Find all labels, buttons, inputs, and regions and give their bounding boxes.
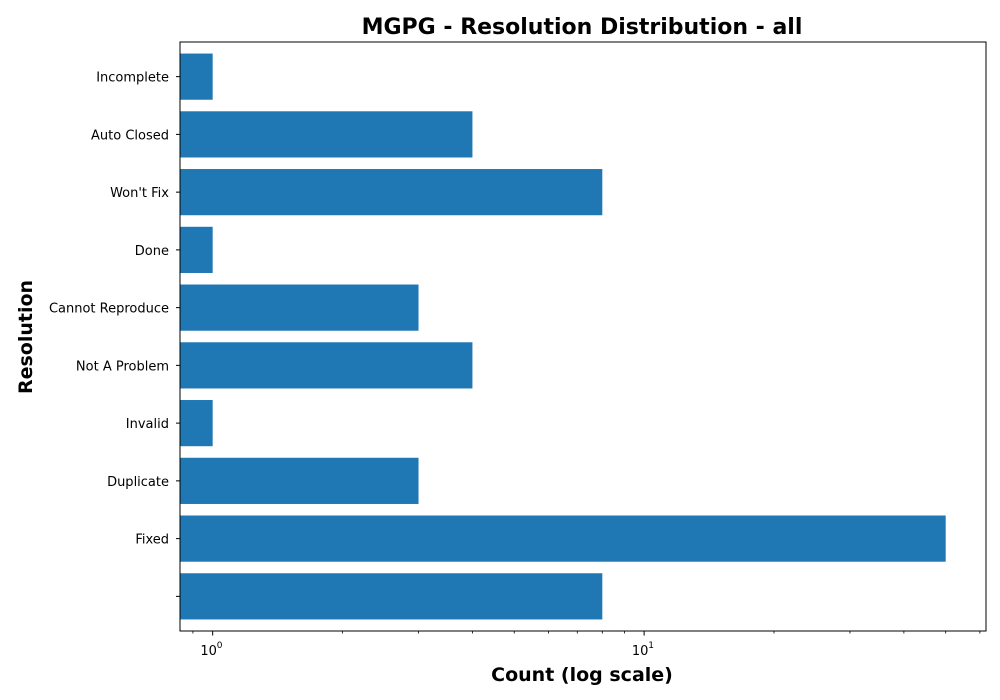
bar	[180, 53, 213, 100]
y-tick-label: Duplicate	[107, 475, 169, 490]
x-tick-exponent: 0	[217, 641, 223, 651]
bar	[180, 284, 419, 331]
bar	[180, 169, 603, 216]
y-tick-label: Won't Fix	[110, 186, 169, 201]
y-ticks-group: Fixed Duplicate Invalid Not A Problem Cannot…	[49, 71, 180, 597]
bar	[180, 226, 213, 273]
y-tick-label: Invalid	[126, 417, 169, 432]
bar	[180, 400, 213, 447]
chart-title: MGPG - Resolution Distribution - all	[362, 15, 803, 40]
bar	[180, 515, 946, 562]
y-tick-label: Not A Problem	[76, 359, 169, 374]
x-tick-label: 10	[200, 644, 217, 659]
bar	[180, 573, 603, 620]
y-tick-label: Incomplete	[96, 71, 169, 86]
bar	[180, 457, 419, 504]
x-tick-label: 10	[632, 644, 649, 659]
x-tick-exponent: 1	[648, 641, 654, 651]
bars-group	[180, 53, 946, 620]
x-ticks-group: 10 0 10 1	[192, 631, 981, 659]
y-tick-label: Fixed	[135, 533, 169, 548]
bar	[180, 111, 473, 158]
x-axis-label: Count (log scale)	[491, 664, 673, 686]
y-axis-label: Resolution	[15, 280, 37, 394]
y-tick-label: Auto Closed	[91, 128, 169, 143]
y-tick-label: Done	[135, 244, 169, 259]
plot-frame	[179, 41, 987, 632]
y-tick-label: Cannot Reproduce	[49, 302, 169, 317]
bar	[180, 342, 473, 389]
